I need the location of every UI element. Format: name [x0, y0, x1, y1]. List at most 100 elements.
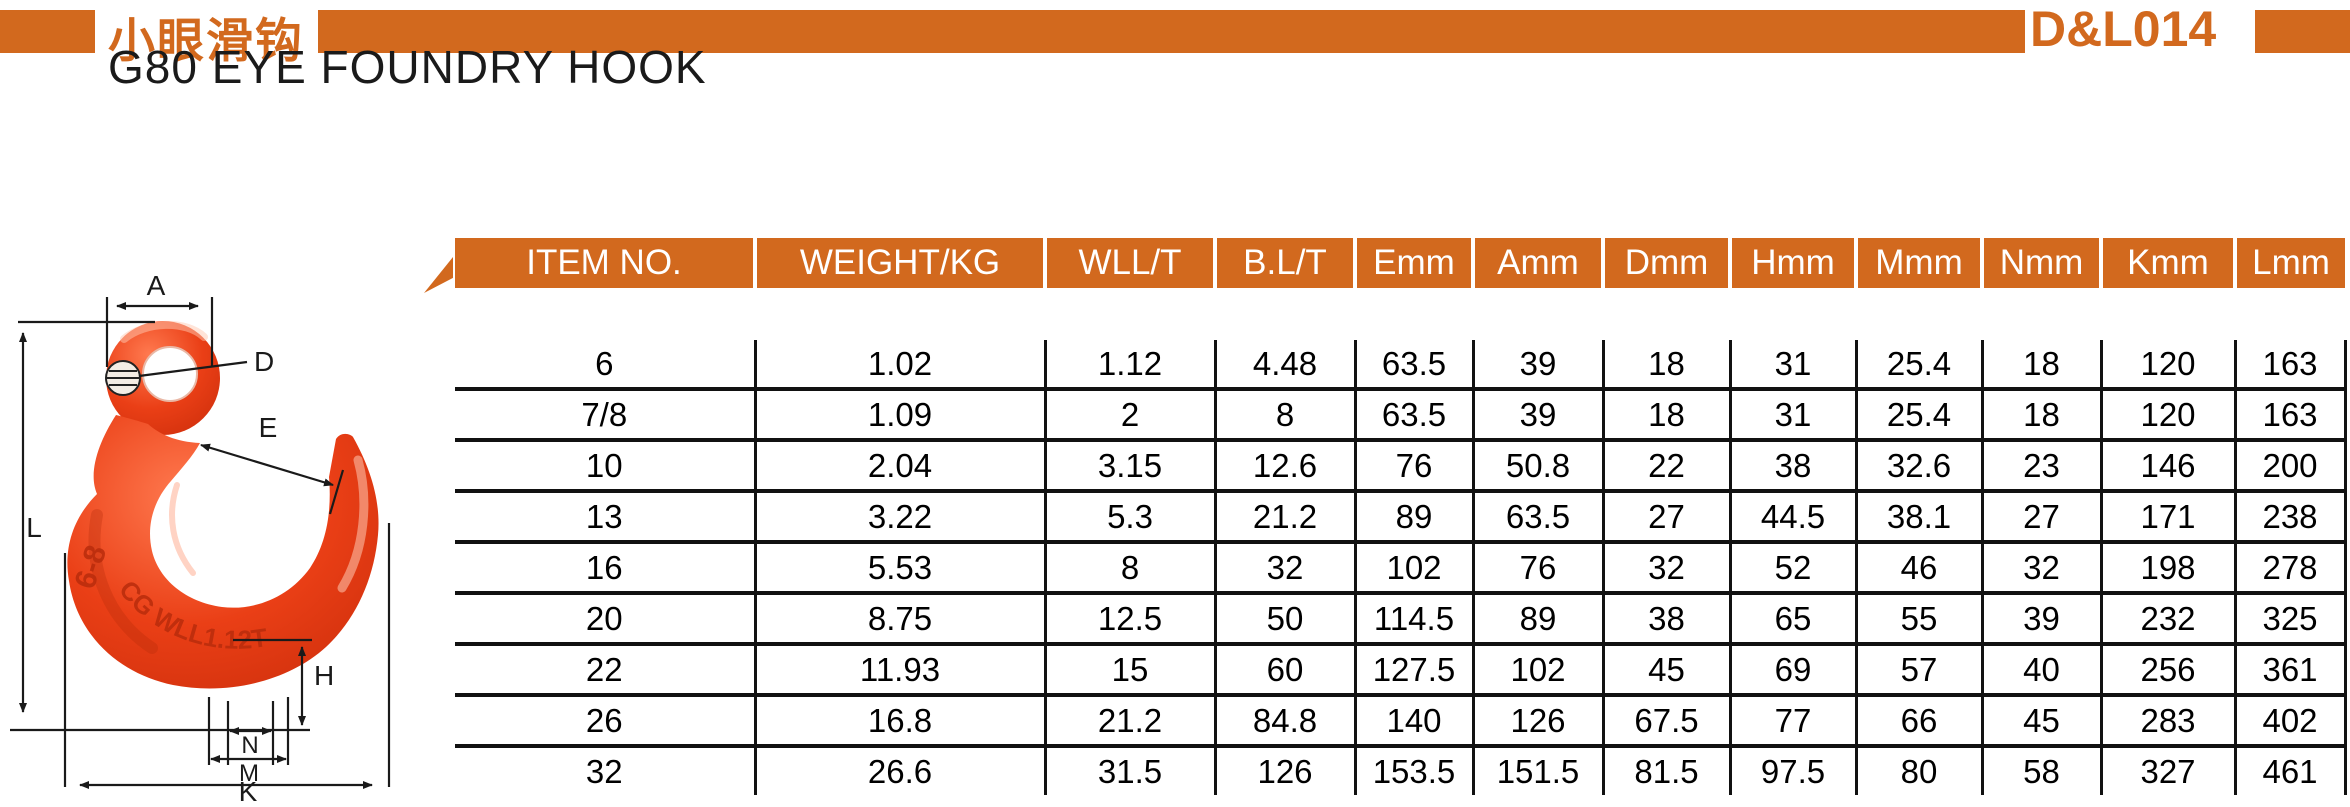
- table-cell: 44.5: [1728, 489, 1856, 542]
- table-cell: 153.5: [1353, 744, 1473, 795]
- table-cell: 7/8: [455, 387, 755, 440]
- product-name-chinese: 小眼滑钩: [108, 14, 304, 67]
- table-cell: 58: [1980, 744, 2101, 795]
- table-cell: 8.75: [753, 591, 1045, 644]
- table-cell: 27: [1980, 489, 2101, 542]
- banner-bar-left: [0, 10, 95, 53]
- hook-body: [67, 415, 379, 689]
- table-cell: 38: [1728, 438, 1856, 491]
- table-cell: 8: [1213, 387, 1355, 440]
- table-cell: 52: [1728, 540, 1856, 593]
- table-cell: 325: [2233, 591, 2347, 644]
- table-row: 32 26.6 31.5 126 153.5 151.5 81.5 97.5 80 58 327 46…: [455, 744, 2347, 795]
- table-cell: 114.5: [1353, 591, 1473, 644]
- table-cell: 84.8: [1213, 693, 1355, 746]
- table-cell: 27: [1601, 489, 1730, 542]
- table-cell: 31.5: [1043, 744, 1215, 795]
- column-header: Dmm: [1601, 238, 1730, 288]
- table-cell: 66: [1854, 693, 1982, 746]
- table-cell: 18: [1601, 340, 1730, 389]
- table-cell: 120: [2099, 340, 2235, 389]
- table-cell: 151.5: [1471, 744, 1603, 795]
- table-cell: 26: [455, 693, 755, 746]
- hook-eye-hole: [142, 346, 198, 402]
- dim-label-N: N: [241, 732, 258, 759]
- table-row: 16 5.53 8 32 102 76 32 52 46 32 198 278: [455, 540, 2347, 593]
- table-cell: 50: [1213, 591, 1355, 644]
- table-cell: 5.53: [753, 540, 1045, 593]
- table-cell: 32: [1213, 540, 1355, 593]
- table-cell: 361: [2233, 642, 2347, 695]
- table-row: 7/8 1.09 2 8 63.5 39 18 31 25.4 18 120 163: [455, 387, 2347, 440]
- column-header: B.L/T: [1213, 238, 1355, 288]
- table-cell: 146: [2099, 438, 2235, 491]
- table-cell: 11.93: [753, 642, 1045, 695]
- dim-label-M: M: [239, 760, 259, 787]
- dimension-lines: [10, 297, 391, 789]
- table-cell: 327: [2099, 744, 2235, 795]
- table-cell: 402: [2233, 693, 2347, 746]
- table-cell: 238: [2233, 489, 2347, 542]
- table-cell: 22: [455, 642, 755, 695]
- table-cell: 140: [1353, 693, 1473, 746]
- table-cell: 32: [1980, 540, 2101, 593]
- table-cell: 22: [1601, 438, 1730, 491]
- dim-label-A: A: [147, 270, 166, 301]
- hook-shading: [88, 509, 158, 654]
- table-cell: 120: [2099, 387, 2235, 440]
- column-header: Mmm: [1854, 238, 1982, 288]
- column-header: Nmm: [1980, 238, 2101, 288]
- table-cell: 26.6: [753, 744, 1045, 795]
- table-cell: 1.09: [753, 387, 1045, 440]
- dim-label-K: K: [239, 776, 258, 802]
- table-cell: 18: [1601, 387, 1730, 440]
- table-cell: 39: [1471, 387, 1603, 440]
- dim-label-H: H: [314, 660, 334, 691]
- table-cell: 97.5: [1728, 744, 1856, 795]
- table-body: 6 1.02 1.12 4.48 63.5 39 18 31 25.4 18 120 163 7/8 1.…: [455, 340, 2347, 795]
- table-cell: 76: [1353, 438, 1473, 491]
- table-cell: 4.48: [1213, 340, 1355, 389]
- table-cell: 89: [1471, 591, 1603, 644]
- table-cell: 102: [1353, 540, 1473, 593]
- table-cell: 3.22: [753, 489, 1045, 542]
- catalog-code: D&L014: [2030, 1, 2217, 57]
- table-cell: 256: [2099, 642, 2235, 695]
- dim-label-E: E: [259, 412, 278, 443]
- table-cell: 39: [1471, 340, 1603, 389]
- table-cell: 102: [1471, 642, 1603, 695]
- table-cell: 57: [1854, 642, 1982, 695]
- hook-highlight: [120, 320, 208, 343]
- table-cell: 3.15: [1043, 438, 1215, 491]
- table-cell: 20: [455, 591, 755, 644]
- table-cell: 18: [1980, 340, 2101, 389]
- table-cell: 16: [455, 540, 755, 593]
- table-cell: 232: [2099, 591, 2235, 644]
- table-cell: 45: [1980, 693, 2101, 746]
- table-cell: 77: [1728, 693, 1856, 746]
- table-cell: 46: [1854, 540, 1982, 593]
- table-cell: 55: [1854, 591, 1982, 644]
- table-cell: 38: [1601, 591, 1730, 644]
- table-cell: 21.2: [1213, 489, 1355, 542]
- column-header: Kmm: [2099, 238, 2235, 288]
- hook-drawing-svg: 6-8 CG WLL1.12T A D E L H N M K: [10, 270, 391, 807]
- table-cell: 10: [455, 438, 755, 491]
- table-cell: 16.8: [753, 693, 1045, 746]
- table-row: 22 11.93 15 60 127.5 102 45 69 57 40 256 361: [455, 642, 2347, 695]
- table-cell: 163: [2233, 340, 2347, 389]
- table-row: 6 1.02 1.12 4.48 63.5 39 18 31 25.4 18 120 163: [455, 340, 2347, 389]
- table-cell: 15: [1043, 642, 1215, 695]
- table-cell: 283: [2099, 693, 2235, 746]
- column-header: Lmm: [2233, 238, 2345, 288]
- table-cell: 278: [2233, 540, 2347, 593]
- column-header: ITEM NO.: [455, 238, 755, 288]
- table-cell: 200: [2233, 438, 2347, 491]
- table-cell: 31: [1728, 340, 1856, 389]
- banner-bar-right: [2255, 10, 2350, 53]
- table-cell: 25.4: [1854, 387, 1982, 440]
- table-cell: 76: [1471, 540, 1603, 593]
- table-cell: 126: [1213, 744, 1355, 795]
- dim-label-L: L: [26, 512, 42, 543]
